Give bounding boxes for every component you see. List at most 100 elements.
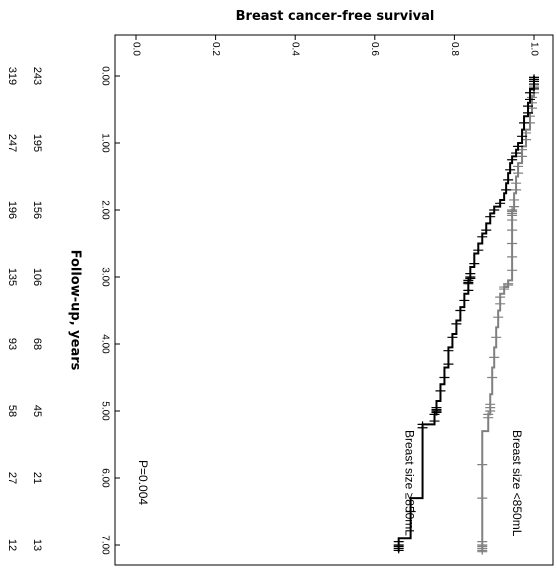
censor-mark <box>463 280 474 287</box>
series-group <box>393 74 539 555</box>
censor-mark <box>519 119 530 126</box>
followup-tick-label: 4.00 <box>99 334 110 354</box>
labels-group: Follow-up, years Breast size <850mL Breast… <box>68 250 524 537</box>
censor-mark <box>493 314 504 321</box>
censor-mark <box>429 418 440 425</box>
censor-mark <box>517 133 528 140</box>
censor-mark <box>459 297 470 304</box>
chart-title: Breast cancer-free survival <box>236 9 435 24</box>
censor-mark <box>405 508 416 515</box>
censor-mark <box>417 424 428 431</box>
censor-mark <box>481 227 492 234</box>
censor-mark <box>463 287 474 294</box>
followup-axis-title: Follow-up, years <box>68 250 83 371</box>
censor-mark <box>507 217 518 224</box>
series-0 <box>477 74 539 555</box>
censor-mark <box>511 150 522 157</box>
risk-count: 135 <box>6 268 18 286</box>
censor-mark <box>487 374 498 381</box>
censor-mark <box>455 307 466 314</box>
censor-mark <box>513 163 524 170</box>
censor-mark <box>477 233 488 240</box>
censor-mark <box>393 547 404 554</box>
censor-mark <box>495 294 506 301</box>
survival-curve-0 <box>481 76 535 552</box>
censor-mark <box>495 200 506 207</box>
risk-count: 243 <box>31 67 43 85</box>
censor-mark <box>513 143 524 150</box>
risk-count: 156 <box>31 201 43 219</box>
censor-mark <box>507 240 518 247</box>
risk-count: 21 <box>31 472 43 484</box>
censor-mark <box>485 408 496 414</box>
followup-tick-label: 6.00 <box>99 468 110 488</box>
risk-count: 58 <box>6 405 18 417</box>
risk-count: 12 <box>6 539 18 551</box>
censor-mark <box>491 334 502 341</box>
followup-tick-label: 7.00 <box>99 535 110 555</box>
followup-tick-label: 2.00 <box>99 200 110 220</box>
plot-area-frame <box>114 34 554 566</box>
censor-mark <box>505 166 516 173</box>
censor-mark <box>477 548 488 555</box>
censor-mark <box>443 347 454 354</box>
censor-mark <box>489 207 500 213</box>
censor-mark <box>511 186 522 193</box>
censor-mark <box>529 85 539 92</box>
followup-tick-label: 0.00 <box>99 66 110 86</box>
censor-mark <box>507 227 518 234</box>
censor-mark <box>509 196 520 203</box>
risk-count: 68 <box>31 338 43 350</box>
risk-count: 247 <box>6 134 18 152</box>
risk-count: 319 <box>6 67 18 85</box>
censor-mark <box>509 203 520 210</box>
censor-mark <box>483 414 494 421</box>
censor-mark <box>435 387 446 394</box>
axis-ticks: 0.0 0.2 0.4 0.6 0.8 1.0 0.00 1.00 2.00 3.00 4.00 5.… <box>99 35 539 555</box>
risk-count: 27 <box>6 472 18 484</box>
censor-mark <box>507 253 518 260</box>
followup-tick-label: 5.00 <box>99 401 110 421</box>
censor-mark <box>495 300 506 307</box>
censor-mark <box>485 213 496 220</box>
censor-mark <box>507 267 518 274</box>
censor-mark <box>429 411 440 418</box>
censor-mark <box>451 320 462 327</box>
censor-mark <box>447 334 458 341</box>
survival-tick-label: 0.8 <box>449 42 460 56</box>
risk-count: 195 <box>31 134 43 152</box>
censor-mark <box>525 96 536 103</box>
risk-table: 243 319 195 247 156 196 106 135 68 93 45 58 21 27 13 12 <box>6 67 43 551</box>
survival-tick-label: 0.6 <box>369 42 380 56</box>
survival-tick-label: 0.0 <box>130 42 141 56</box>
followup-tick-label: 1.00 <box>99 133 110 153</box>
survival-tick-label: 0.4 <box>290 42 301 56</box>
censor-mark <box>443 361 454 368</box>
series-label-0: Breast size <850mL <box>510 430 524 537</box>
followup-tick-label: 3.00 <box>99 267 110 287</box>
censor-mark <box>501 186 512 193</box>
p-value-annotation: P=0.004 <box>136 460 150 505</box>
censor-mark <box>523 103 534 110</box>
survival-tick-label: 0.2 <box>210 42 221 56</box>
censor-mark <box>511 180 522 187</box>
censor-mark <box>469 260 480 267</box>
risk-count: 106 <box>31 268 43 286</box>
series-label-1: Breast size ≥850mL <box>402 430 416 536</box>
risk-count: 13 <box>31 539 43 551</box>
censor-mark <box>507 156 518 163</box>
risk-count: 93 <box>6 338 18 350</box>
censor-mark <box>477 495 488 502</box>
censor-mark <box>503 176 514 183</box>
risk-count: 196 <box>6 201 18 219</box>
censor-mark <box>523 109 534 116</box>
censor-mark <box>499 286 510 293</box>
censor-mark <box>513 170 524 177</box>
censor-mark <box>473 247 484 254</box>
survival-tick-label: 1.0 <box>528 42 539 56</box>
censor-mark <box>489 354 500 361</box>
risk-count: 45 <box>31 405 43 417</box>
censor-mark <box>477 461 488 468</box>
censor-mark <box>439 374 450 381</box>
